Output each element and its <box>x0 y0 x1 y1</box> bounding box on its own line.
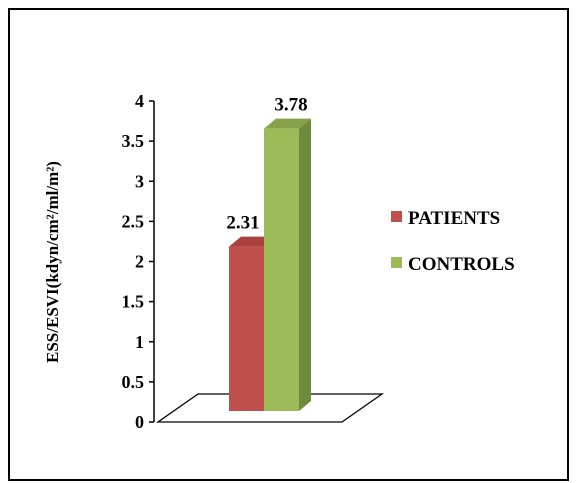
legend-label: CONTROLS <box>408 254 515 275</box>
y-tick-label: 3.5 <box>122 131 145 151</box>
legend-label: PATIENTS <box>408 208 500 229</box>
bar-side <box>299 118 311 411</box>
y-tick-label: 1 <box>135 332 144 352</box>
bar-front <box>229 246 264 411</box>
bar-top <box>264 118 311 129</box>
bar-controls <box>264 118 311 411</box>
y-tick-label: 2 <box>135 252 144 272</box>
y-tick-label: 1.5 <box>122 292 145 312</box>
y-axis-label: ESS/ESVI(kdyn/cm²/ml/m²) <box>43 161 62 363</box>
y-tick-label: 0 <box>135 412 144 432</box>
y-tick-label: 4 <box>135 91 144 111</box>
bar-front <box>264 128 299 411</box>
y-tick-label: 0.5 <box>122 372 145 392</box>
data-label: 3.78 <box>274 95 307 116</box>
chart-floor <box>155 393 385 423</box>
legend-item: PATIENTS <box>391 208 500 229</box>
legend-swatch <box>391 211 402 222</box>
legend-swatch <box>391 257 402 268</box>
data-label: 2.31 <box>226 213 259 234</box>
y-tick-label: 3 <box>135 171 144 191</box>
legend-item: CONTROLS <box>391 254 515 275</box>
y-tick-label: 2.5 <box>122 211 145 231</box>
